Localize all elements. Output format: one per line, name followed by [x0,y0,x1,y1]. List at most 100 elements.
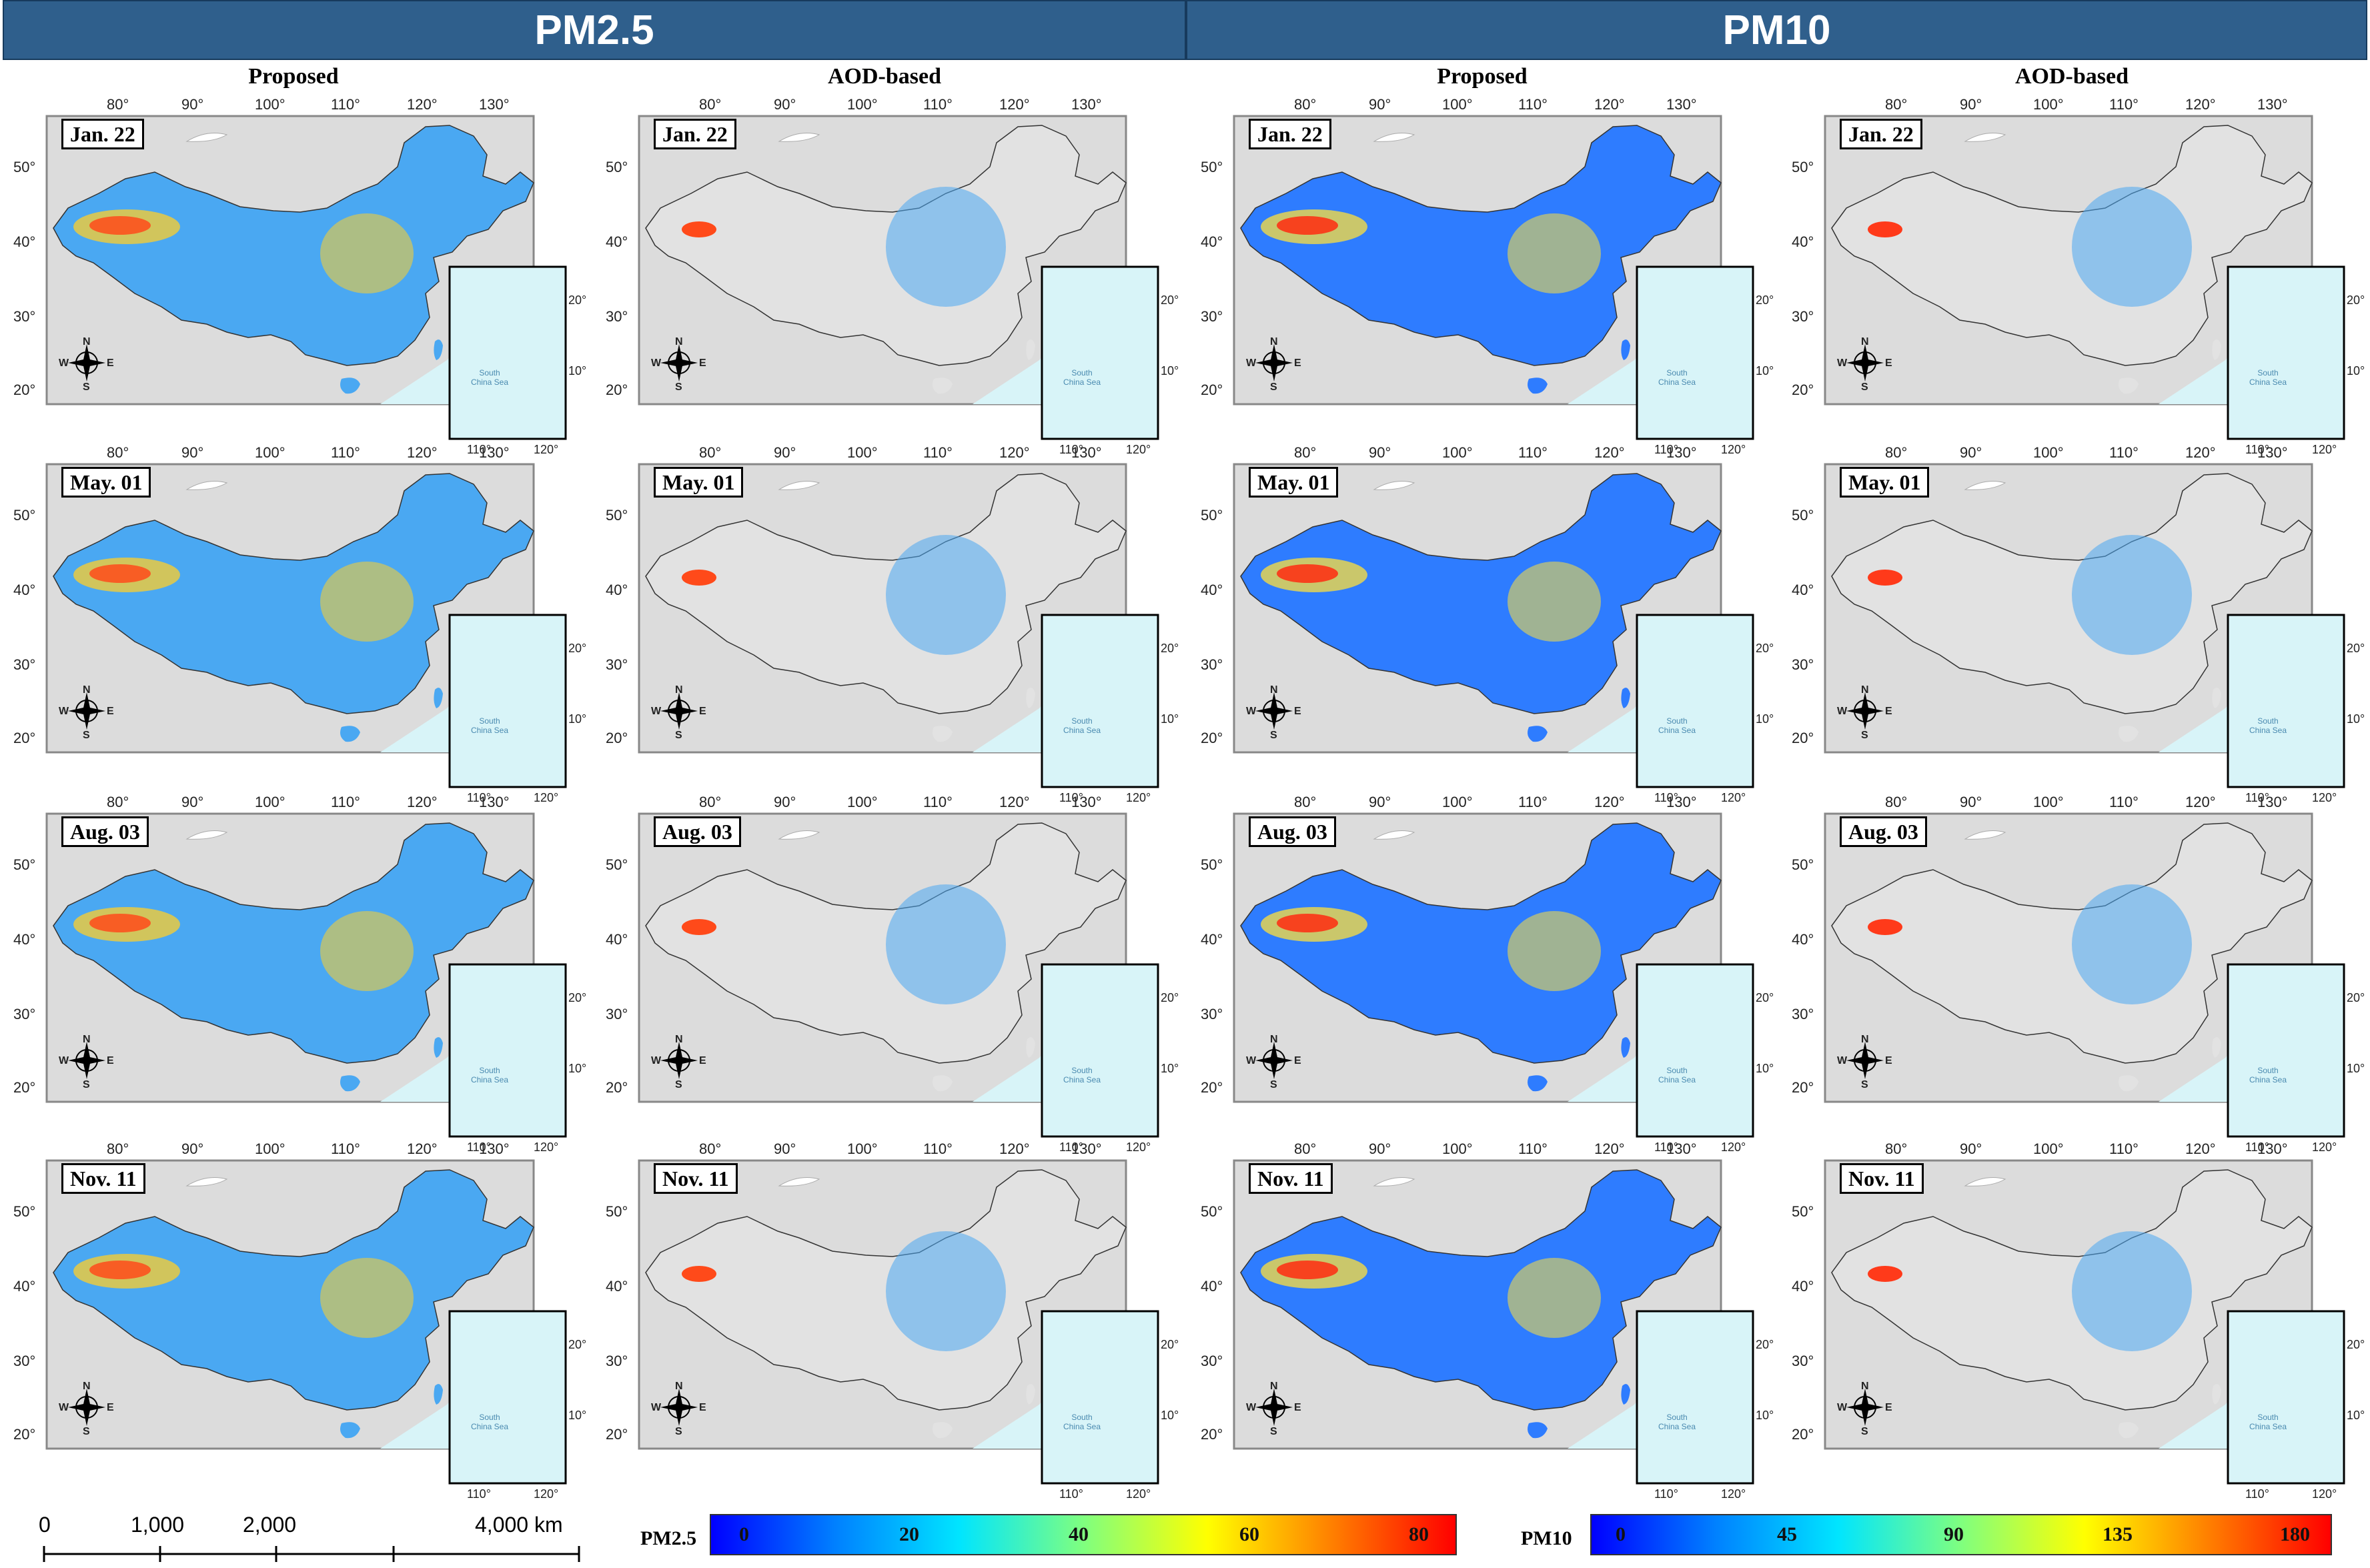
lon-tick: 100° [1442,794,1473,810]
lat-tick: 30° [1792,656,1814,673]
compass-label-w: W [1837,1055,1848,1066]
lat-tick: 30° [1201,308,1223,325]
lon-tick: 120° [407,1140,438,1157]
lon-tick: 80° [1294,96,1317,113]
lat-tick: 40° [1792,582,1814,598]
map-panel-pm25-proposed-aug03: N S E W South China Sea Aug. 03 80° 90° 100° 110°… [7,791,586,1154]
colorbar-pm25-tick-60: 60 [1239,1523,1259,1545]
lon-tick: 100° [847,794,878,810]
inset-sea-label: South China Sea [1658,716,1696,735]
colorbar-pm25-tick-0: 0 [739,1523,749,1545]
compass-icon [1846,1389,1884,1426]
lon-tick: 80° [699,1140,722,1157]
inset-lon-tick: 120° [534,443,559,456]
banner-pm10: PM10 [1186,0,2367,60]
lon-tick: 80° [1294,794,1317,810]
compass-label-w: W [1837,357,1848,369]
lat-tick: 20° [1201,381,1223,398]
lon-tick: 110° [1518,1140,1548,1157]
inset-lon-tick: 110° [467,443,491,456]
inset-lon-tick: 120° [2312,791,2337,804]
column-label-pm25-aod: AOD-based [827,64,942,89]
inset-lon-tick: 110° [1059,1140,1083,1154]
map-image [638,463,1159,788]
lon-tick: 80° [1885,794,1908,810]
inset-sea-label: South China Sea [2249,1066,2287,1084]
lat-tick: 20° [13,1079,36,1096]
lat-tick: 20° [1792,730,1814,746]
map-image [638,1159,1159,1485]
compass-label-w: W [59,1055,69,1066]
compass-label-w: W [1246,357,1257,369]
scale-bar-line [43,1546,580,1562]
compass-label-s: S [83,381,90,393]
lat-tick: 40° [13,233,36,250]
date-label: Nov. 11 [1840,1163,1924,1194]
lon-tick: 90° [181,794,204,810]
lon-tick: 130° [2257,96,2288,113]
lon-tick: 110° [923,96,953,113]
colorbar-pm10-tick-90: 90 [1944,1523,1964,1545]
lat-tick: 30° [606,656,628,673]
compass-label-e: E [1885,1055,1892,1066]
column-label-pm25-proposed: Proposed [248,64,339,89]
lon-tick: 110° [1518,794,1548,810]
lat-tick: 50° [1201,1203,1223,1220]
inset-lon-tick: 120° [2312,1140,2337,1154]
lon-tick: 120° [999,1140,1030,1157]
inset-lat-tick: 10° [2347,364,2365,377]
lon-tick: 90° [181,1140,204,1157]
map-panel-pm10-aod-may01: N S E W South China Sea May. 01 80° 90° 100° 110°… [1785,442,2365,804]
lat-tick: 20° [1792,1079,1814,1096]
inset-sea-label: South China Sea [1063,716,1101,735]
lon-tick: 110° [2109,96,2139,113]
compass-label-s: S [1270,730,1277,741]
lon-tick: 80° [107,96,129,113]
inset-lon-tick: 110° [1654,791,1678,804]
inset-lat-tick: 10° [568,712,587,726]
lon-tick: 100° [2033,794,2064,810]
lat-tick: 30° [606,1353,628,1369]
compass-label-s: S [83,1426,90,1437]
compass-label-w: W [1246,1402,1257,1413]
lon-tick: 120° [1594,96,1625,113]
date-label: Jan. 22 [1249,119,1331,149]
compass-icon [660,1042,698,1079]
lon-tick: 80° [107,444,129,461]
lon-tick: 120° [2185,1140,2216,1157]
inset-lat-tick: 20° [1161,991,1179,1004]
map-panel-pm25-aod-jan22: N S E W South China Sea Jan. 22 80° 90° 100° 110°… [599,93,1179,456]
map-image [1824,463,2345,788]
lon-tick: 110° [2109,444,2139,461]
lon-tick: 100° [255,794,285,810]
compass-icon [1846,1042,1884,1079]
inset-lat-tick: 10° [1161,1409,1179,1422]
inset-lat-tick: 20° [1756,1338,1774,1351]
compass-label-e: E [1885,357,1892,369]
inset-lat-tick: 10° [1756,1062,1774,1075]
inset-sea-label: South China Sea [2249,1413,2287,1431]
inset-lon-tick: 120° [1126,1487,1151,1501]
lon-tick: 100° [847,444,878,461]
compass-label-n: N [1270,684,1278,696]
compass-label-e: E [1294,357,1301,369]
lat-tick: 50° [13,159,36,175]
compass-icon [68,344,105,381]
compass-label-n: N [83,1034,91,1045]
compass-label-s: S [1861,730,1868,741]
inset-lon-tick: 120° [1126,1140,1151,1154]
inset-lon-tick: 110° [2245,1487,2269,1501]
lon-tick: 110° [1518,444,1548,461]
inset-lon-tick: 120° [534,1487,559,1501]
compass-label-w: W [651,1402,662,1413]
inset-lon-tick: 110° [1654,1487,1678,1501]
inset-sea-label: South China Sea [2249,716,2287,735]
date-label: Nov. 11 [61,1163,145,1194]
lon-tick: 110° [1518,96,1548,113]
lon-tick: 130° [479,794,510,810]
compass-label-e: E [107,706,114,717]
lon-tick: 130° [1071,1140,1102,1157]
lon-tick: 130° [2257,794,2288,810]
inset-lon-tick: 120° [1721,791,1746,804]
lat-tick: 40° [1201,582,1223,598]
